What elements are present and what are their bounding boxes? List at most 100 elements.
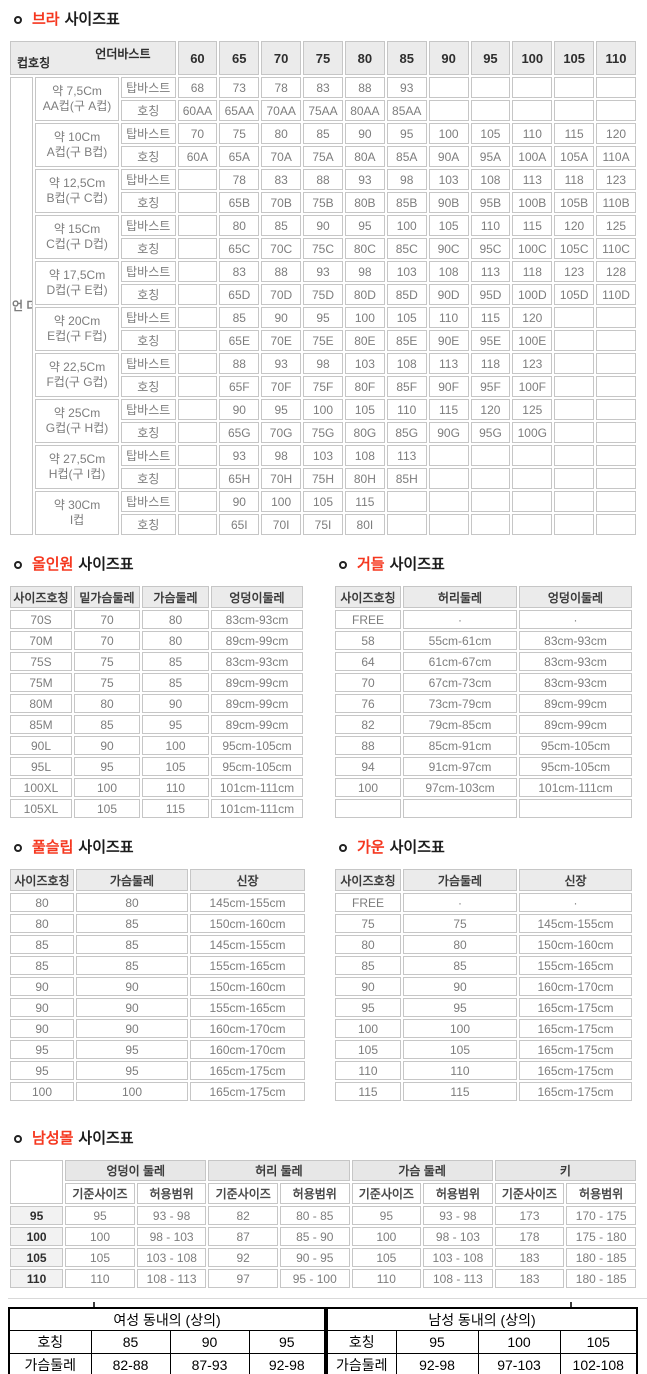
bra-cell: 105 (428, 215, 469, 236)
bra-cell (596, 330, 636, 351)
table-cell: 64 (335, 652, 401, 671)
bra-cell: 110 (428, 307, 469, 328)
table-row: 75 75 145cm-155cm (335, 914, 632, 933)
bra-cup-diff: 약 30Cm (53, 498, 101, 512)
bra-row-label-ho: 호칭 (120, 376, 176, 397)
mens-group-header: 가슴 둘레 (351, 1160, 493, 1181)
bra-row-label-topbust: 탑바스트 (120, 77, 176, 98)
table-row: 58 55cm-61cm 83cm-93cm (335, 631, 632, 650)
bra-cup-name: A컵(구 B컵) (46, 145, 108, 159)
table-cell: 83cm-93cm (519, 673, 632, 692)
table-cell: 100 (351, 1227, 422, 1246)
bra-cell: 113 (512, 169, 553, 190)
bra-cup-label: 약 12,5Cm B컵(구 C컵) (35, 169, 119, 213)
mens-subheader-standard: 기준사이즈 (351, 1183, 422, 1204)
table-cell: 89cm-99cm (519, 694, 632, 713)
table-cell: 80 (74, 694, 140, 713)
bra-cell: 70I (261, 514, 302, 535)
table-cell: 160cm-170cm (190, 1019, 305, 1038)
bra-cell: 113 (428, 353, 469, 374)
table-cell: 115 (403, 1082, 517, 1101)
bra-cell: 90 (344, 123, 385, 144)
table-cell: 98 - 103 (423, 1227, 493, 1246)
table-cell: 165cm-175cm (519, 998, 632, 1017)
table-cell: 95L (10, 757, 72, 776)
bra-header: 언더바스트 컵호칭 60 65 70 75 80 85 90 95 100 105 110 (10, 41, 636, 75)
bra-cell: 90G (428, 422, 469, 443)
bra-underbust-header: 95 (470, 41, 511, 75)
thermal-top-tables: 여성 동내의 (상의) 호칭 85 90 95 가슴둘레 82-88 87-93 92-98 남… (8, 1307, 638, 1374)
table-cell: 85 (76, 935, 188, 954)
bra-cell: 118 (512, 261, 553, 282)
table-cell: 100 (10, 1082, 74, 1101)
table-cell: 97cm-103cm (403, 778, 517, 797)
bra-cell: 115 (344, 491, 385, 512)
bra-cell: 115 (470, 307, 511, 328)
bra-row-label-ho: 호칭 (120, 422, 176, 443)
bra-cell: 128 (596, 261, 636, 282)
table-cell: 80 (76, 893, 188, 912)
mens-subheader-range: 허용범위 (136, 1183, 207, 1204)
bra-row-label-ho: 호칭 (120, 468, 176, 489)
column-header: 엉덩이둘레 (211, 586, 303, 608)
bra-cell: 93 (344, 169, 385, 190)
bra-underbust-header: 90 (428, 41, 469, 75)
table-row: 100XL 100 110 101cm-111cm (10, 778, 303, 797)
bra-row: 약 25Cm G컵(구 H컵) 탑바스트 90 95 100 105 110 115 120 125 (10, 399, 636, 443)
bra-row: 호칭 65C 70C 75C 80C 85C 90C 95C 100C 105C 110C (10, 238, 636, 259)
bra-cell: 85D (386, 284, 427, 305)
bra-cell: 75C (303, 238, 343, 259)
bra-cup-name: E컵(구 F컵) (47, 329, 107, 343)
bra-underbust-header: 60 (177, 41, 218, 75)
bra-cell: 80I (344, 514, 385, 535)
table-cell: 83cm-93cm (519, 652, 632, 671)
bra-cell (386, 514, 427, 535)
table-cell: 103 - 108 (136, 1248, 207, 1267)
table-cell: 160cm-170cm (519, 977, 632, 996)
bra-cell: 120 (596, 123, 636, 144)
table-cell: 85 (10, 935, 74, 954)
bra-cell: 78 (219, 169, 260, 190)
table-cell: 90 - 95 (279, 1248, 350, 1267)
table-cell: 90 (10, 977, 74, 996)
bra-cell: 118 (554, 169, 595, 190)
table-row: 94 91cm-97cm 95cm-105cm (335, 757, 632, 776)
bra-cell: 113 (386, 445, 427, 466)
bra-cup-name: I컵 (69, 513, 85, 527)
bra-row: 약 15Cm C컵(구 D컵) 탑바스트 80 85 90 95 100 105 110 115 12… (10, 215, 636, 259)
bra-cell (596, 376, 636, 397)
table-cell: 85 (76, 914, 188, 933)
table-cell: 90 (335, 977, 401, 996)
table-row: 80 80 145cm-155cm (10, 893, 305, 912)
bra-cell: 113 (470, 261, 511, 282)
bra-cell: 75 (219, 123, 260, 144)
bra-cell: 100 (428, 123, 469, 144)
table-row: 105XL 105 115 101cm-111cm (10, 799, 303, 818)
bra-cell: 70D (261, 284, 302, 305)
bra-cell (177, 307, 218, 328)
section-title-mens: 남성몰 사이즈표 (10, 1129, 643, 1149)
table-row: 90L 90 100 95cm-105cm (10, 736, 303, 755)
table-cell: 90 (10, 1019, 74, 1038)
section-keyword: 브라 (32, 11, 60, 28)
bra-row-label-topbust: 탑바스트 (120, 123, 176, 144)
table-cell: 89cm-99cm (211, 694, 303, 713)
table-cell: 73cm-79cm (403, 694, 517, 713)
table-cell (403, 799, 517, 818)
bra-cell (512, 468, 553, 489)
column-header: 사이즈호칭 (335, 869, 401, 891)
bra-cell: 78 (261, 77, 302, 98)
mens-group-header: 허리 둘레 (208, 1160, 350, 1181)
bra-corner-cell: 언더바스트 컵호칭 (10, 41, 176, 75)
table-row: 82 79cm-85cm 89cm-99cm (335, 715, 632, 734)
bra-cell (554, 491, 595, 512)
bra-cell: 75H (303, 468, 343, 489)
bra-cell: 85AA (386, 100, 427, 121)
bra-cell (554, 468, 595, 489)
bra-cell: 85H (386, 468, 427, 489)
bra-cell: 75E (303, 330, 343, 351)
allinone-body: 70S 70 80 83cm-93cm 70M 70 80 89cm-99cm 75S 75 85 8… (10, 610, 303, 818)
bra-cell: 75AA (303, 100, 343, 121)
bra-row-label-ho: 호칭 (120, 100, 176, 121)
